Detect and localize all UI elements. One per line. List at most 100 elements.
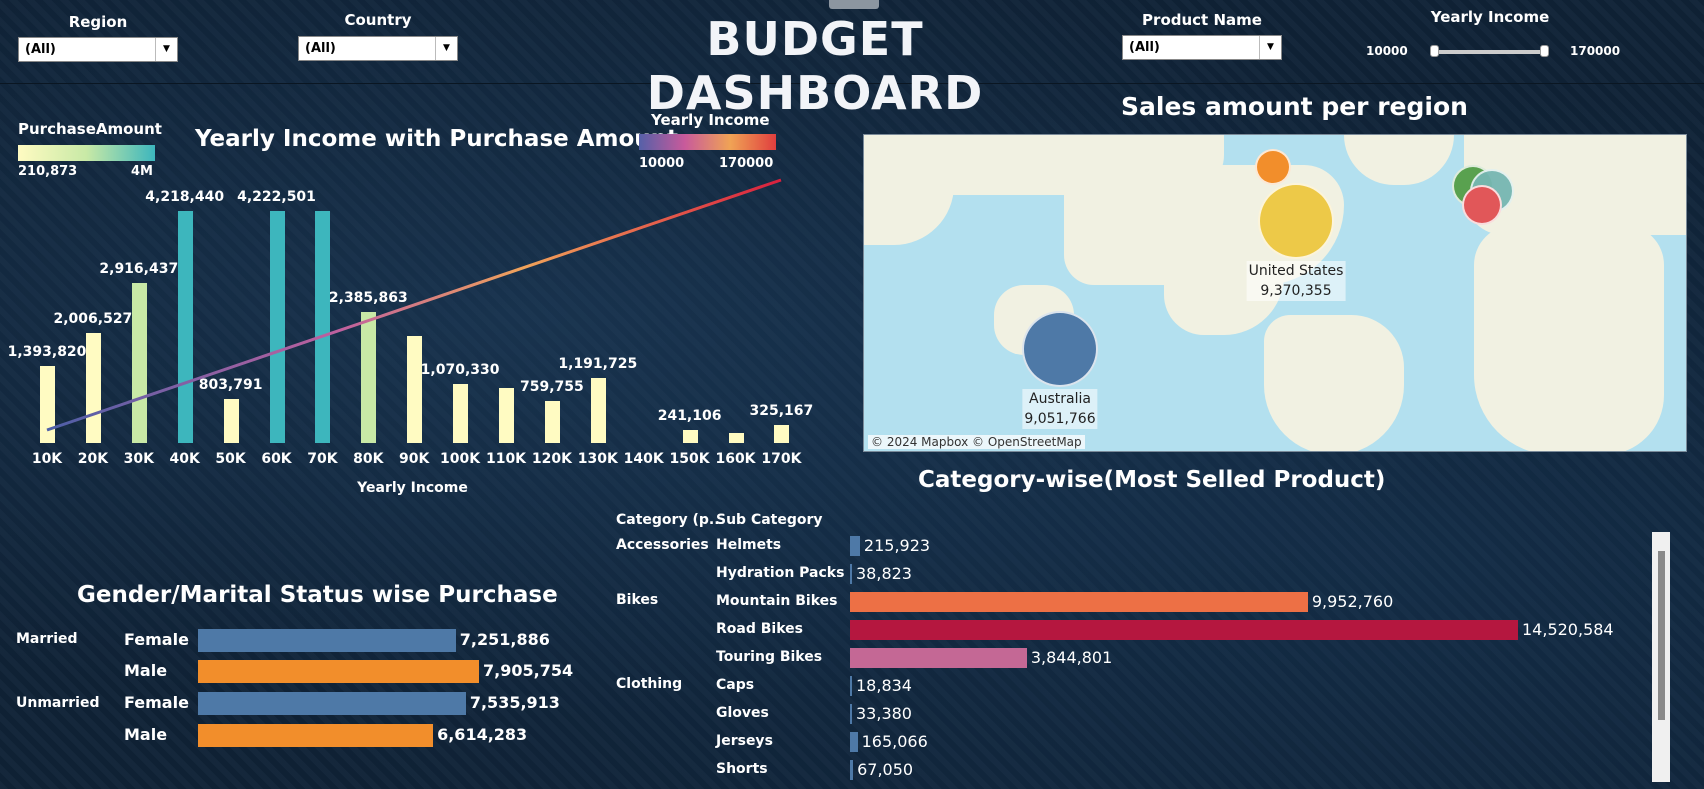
chevron-down-icon[interactable]: ▼	[155, 38, 177, 61]
yearly-income-slider-track[interactable]	[1432, 50, 1546, 54]
slider-max-value: 170000	[1570, 44, 1621, 58]
purchase-legend-max: 4M	[131, 164, 153, 179]
x-tick-label: 20K	[77, 451, 109, 467]
category-column-header[interactable]: Category (p..	[616, 512, 720, 528]
product-filter-label: Product Name	[1142, 11, 1262, 29]
income-chart-title: Yearly Income with Purchase Amount	[195, 126, 679, 152]
us-value: 9,370,355	[1260, 283, 1332, 299]
slider-min-value: 10000	[1366, 44, 1408, 58]
x-tick-label: 170K	[761, 451, 802, 467]
bar-value-label: 2,006,527	[53, 310, 133, 327]
product-dropdown[interactable]: (All) ▼	[1122, 35, 1282, 60]
slider-min-handle[interactable]	[1430, 45, 1439, 57]
category-bar-value: 33,380	[856, 704, 912, 723]
x-tick-label: 50K	[215, 451, 246, 467]
gender-bar-value: 7,905,754	[483, 661, 574, 680]
bar-value-label: 1,070,330	[420, 362, 500, 379]
category-bar[interactable]	[850, 592, 1308, 612]
drag-handle[interactable]	[829, 0, 879, 9]
chevron-down-icon[interactable]: ▼	[435, 37, 457, 60]
income-bar[interactable]	[269, 211, 285, 443]
country-dropdown[interactable]: (All) ▼	[298, 36, 458, 61]
subcategory-label: Helmets	[716, 537, 782, 553]
bar-value-label: 1,191,725	[558, 355, 638, 372]
category-bar-value: 14,520,584	[1522, 620, 1614, 639]
income-bar[interactable]	[774, 425, 790, 443]
category-bar[interactable]	[850, 536, 860, 556]
x-tick-label: 70K	[307, 451, 338, 467]
dashboard-title: BUDGET DASHBOARD	[646, 12, 984, 120]
category-bar-value: 3,844,801	[1030, 648, 1113, 667]
gender-label: Male	[124, 725, 168, 744]
subcategory-label: Shorts	[716, 761, 768, 777]
gender-bar[interactable]	[198, 629, 456, 652]
region-dropdown[interactable]: (All) ▼	[18, 37, 178, 62]
france-bubble[interactable]	[1462, 185, 1502, 225]
x-tick-label: 120K	[531, 451, 572, 467]
australia-bubble[interactable]	[1022, 311, 1098, 387]
gender-label: Female	[124, 693, 189, 712]
income-bar[interactable]	[544, 401, 560, 443]
chevron-down-icon[interactable]: ▼	[1259, 36, 1281, 59]
x-tick-label: 150K	[669, 451, 710, 467]
category-bar[interactable]	[850, 648, 1027, 668]
category-bar[interactable]	[850, 760, 854, 780]
category-bar-value: 18,834	[856, 676, 912, 695]
subcategory-label: Gloves	[716, 705, 769, 721]
income-bar[interactable]	[499, 388, 514, 443]
bar-value-label: 4,218,440	[145, 189, 225, 206]
category-bar[interactable]	[850, 620, 1518, 640]
x-tick-label: 30K	[123, 451, 154, 467]
x-tick-label: 110K	[485, 451, 527, 467]
gender-chart-title: Gender/Marital Status wise Purchase	[77, 582, 558, 608]
income-bar[interactable]	[590, 377, 606, 443]
bar-value-label: 2,385,863	[328, 289, 408, 306]
us-name: United States	[1248, 263, 1344, 279]
purchase-legend-gradient	[18, 145, 155, 161]
income-bar[interactable]	[40, 366, 55, 443]
gender-bar[interactable]	[198, 660, 479, 683]
category-bar-value: 165,066	[861, 732, 928, 751]
canada-bubble[interactable]	[1255, 149, 1291, 185]
gender-bar[interactable]	[198, 692, 466, 715]
income-bar[interactable]	[728, 432, 744, 443]
au-value: 9,051,766	[1024, 411, 1096, 427]
category-bar-value: 215,923	[863, 536, 931, 555]
subcategory-label: Road Bikes	[716, 621, 803, 637]
sales-region-map[interactable]: United States 9,370,355 Australia 9,051,…	[863, 134, 1687, 452]
slider-max-handle[interactable]	[1540, 45, 1549, 57]
x-tick-label: 130K	[577, 451, 618, 467]
income-trend-line	[46, 178, 782, 432]
income-bar[interactable]	[131, 282, 147, 443]
country-dropdown-value: (All)	[305, 41, 336, 56]
au-map-label: Australia 9,051,766	[1022, 389, 1098, 429]
income-bar[interactable]	[453, 384, 469, 443]
au-name: Australia	[1029, 391, 1091, 407]
income-bar[interactable]	[361, 311, 377, 443]
income-bar[interactable]	[315, 211, 331, 443]
bar-value-label: 241,106	[657, 407, 722, 424]
map-attribution[interactable]: © 2024 Mapbox © OpenStreetMap	[868, 435, 1085, 449]
category-bar[interactable]	[850, 732, 858, 752]
income-legend-max: 170000	[719, 156, 774, 171]
subcategory-column-header[interactable]: Sub Category	[716, 512, 823, 528]
category-bar[interactable]	[850, 704, 852, 724]
region-dropdown-value: (All)	[25, 42, 56, 57]
gender-bar-value: 6,614,283	[437, 725, 528, 744]
bar-value-label: 759,755	[520, 379, 584, 396]
bar-value-label: 325,167	[749, 403, 814, 420]
bar-value-label: 4,222,501	[237, 189, 316, 205]
income-bar[interactable]	[223, 398, 239, 443]
x-tick-label: 140K	[623, 451, 664, 467]
gender-bar[interactable]	[198, 724, 434, 747]
category-bar[interactable]	[850, 676, 852, 696]
scrollbar-thumb[interactable]	[1658, 551, 1665, 720]
income-bar[interactable]	[407, 335, 423, 443]
income-bar[interactable]	[682, 429, 698, 443]
category-bar[interactable]	[850, 564, 852, 584]
header-divider	[0, 83, 1704, 84]
trend-line	[46, 178, 782, 432]
united-states-bubble[interactable]	[1258, 183, 1334, 259]
income-bar-chart: 10K 1,393,820 20K 2,006,527 30K 2,916,437 40K 4…	[0, 0, 814, 500]
map-title: Sales amount per region	[1121, 92, 1468, 121]
